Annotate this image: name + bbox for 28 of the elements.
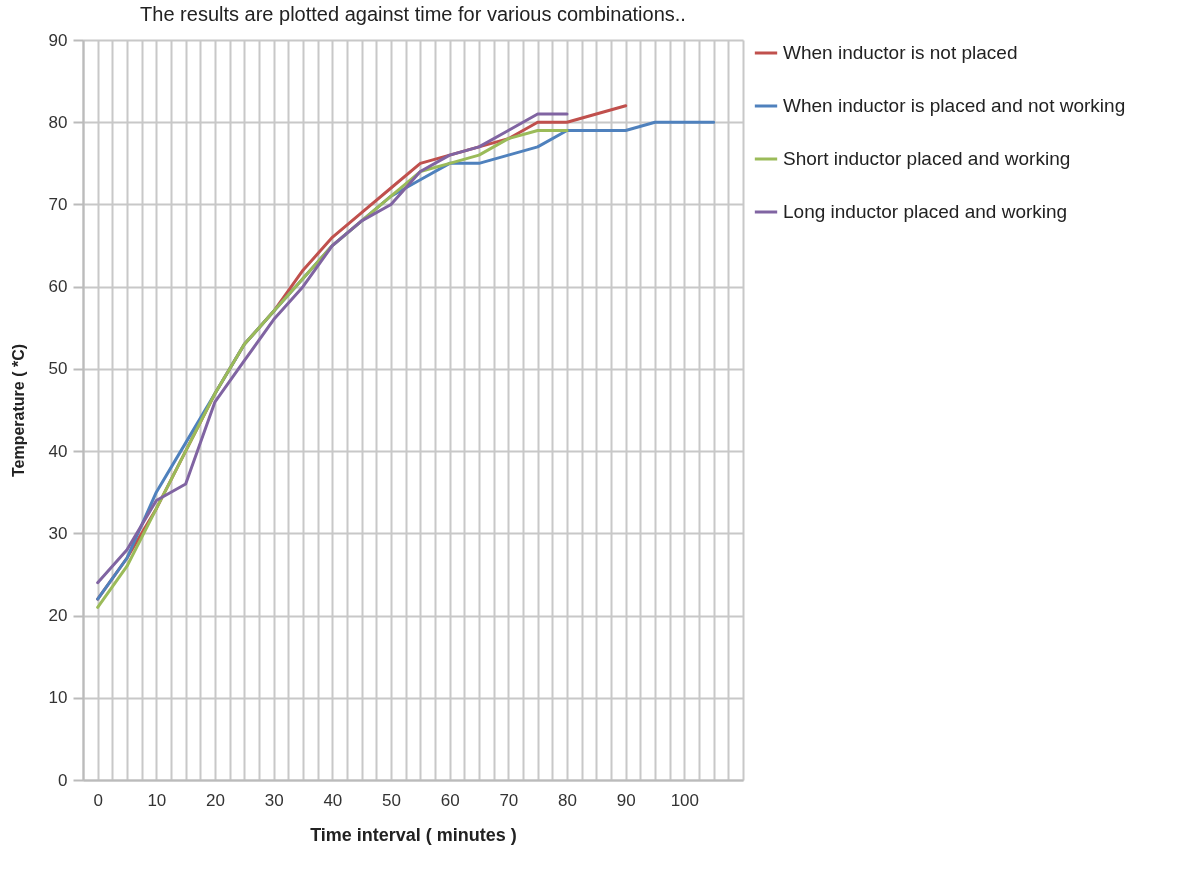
legend-label: Short inductor placed and working (783, 148, 1071, 169)
x-tick-label: 0 (93, 790, 103, 810)
x-tick-label: 80 (558, 790, 577, 810)
y-tick-label: 10 (48, 688, 68, 708)
x-tick-label: 30 (264, 790, 284, 810)
y-tick-label: 50 (48, 359, 68, 379)
legend-label: When inductor is not placed (783, 42, 1018, 63)
y-tick-label: 20 (48, 606, 68, 626)
y-tick-label: 60 (48, 277, 68, 297)
chart-title: The results are plotted against time for various combinations.. (140, 3, 686, 25)
x-tick-label: 100 (670, 790, 700, 810)
x-tick-label: 90 (616, 790, 636, 810)
x-tick-label: 70 (499, 790, 519, 810)
y-axis-title: Temperature ( *C) (9, 343, 27, 478)
x-tick-label: 10 (147, 790, 167, 810)
y-tick-label: 40 (48, 441, 68, 461)
y-tick-label: 30 (48, 523, 68, 543)
y-tick-label: 90 (48, 30, 68, 50)
y-tick-label: 70 (48, 194, 68, 214)
x-tick-label: 40 (323, 790, 343, 810)
legend-label: When inductor is placed and not working (783, 95, 1126, 116)
x-axis-title: Time interval ( minutes ) (310, 824, 517, 845)
y-tick-label: 0 (58, 770, 68, 790)
x-tick-label: 20 (206, 790, 225, 810)
x-tick-label: 50 (382, 790, 401, 810)
legend-label: Long inductor placed and working (783, 201, 1068, 222)
x-tick-label: 60 (440, 790, 460, 810)
y-tick-label: 80 (48, 112, 68, 132)
